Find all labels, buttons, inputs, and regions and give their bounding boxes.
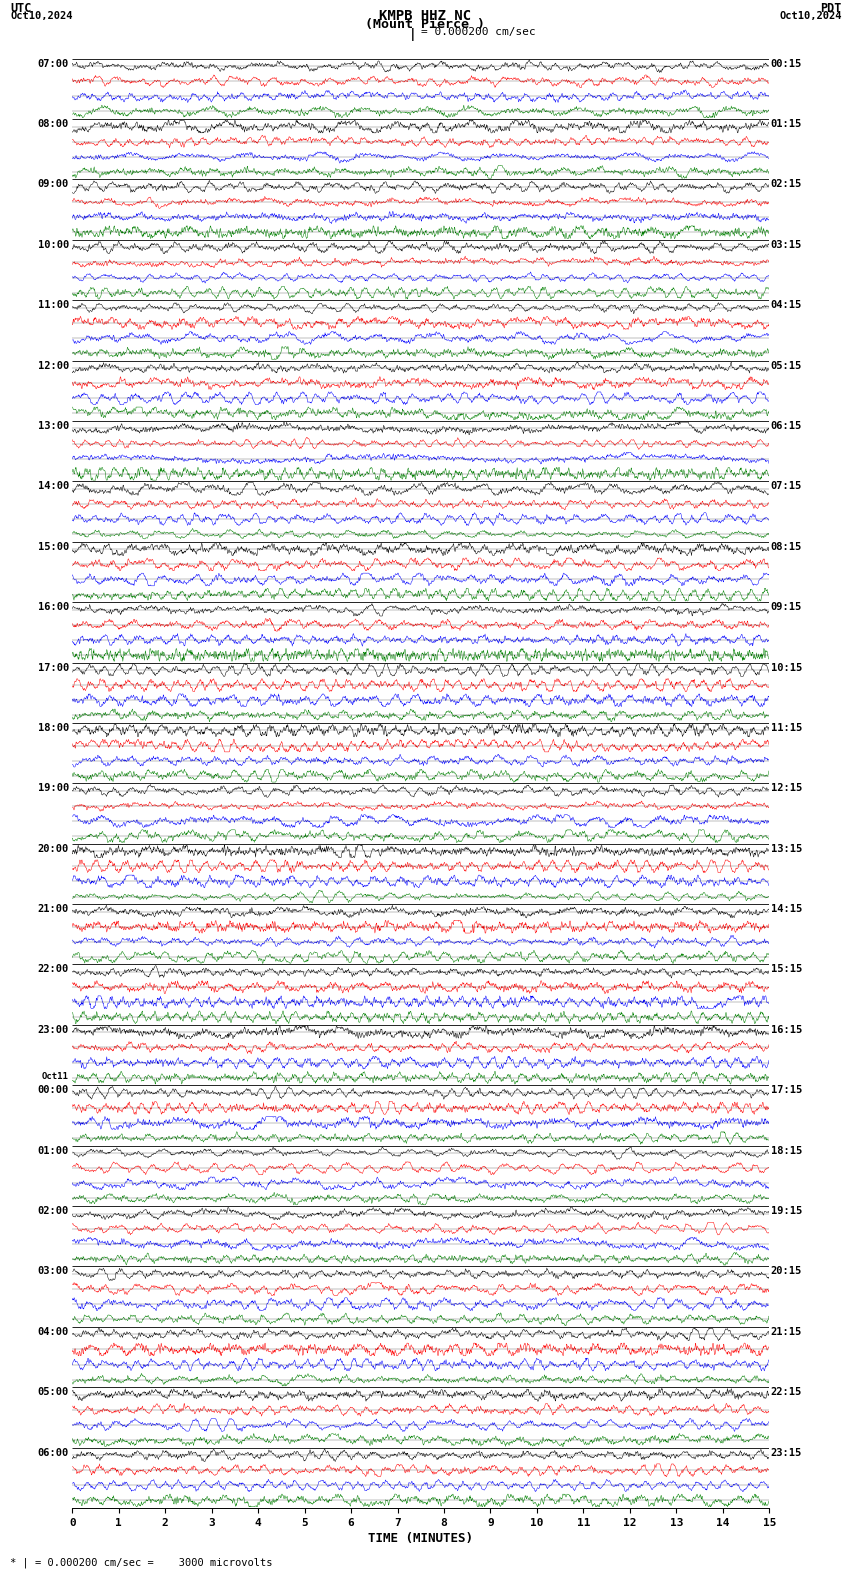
Text: Oct10,2024: Oct10,2024 <box>779 11 842 21</box>
Text: 15:00: 15:00 <box>37 542 69 551</box>
Text: UTC: UTC <box>10 2 31 16</box>
X-axis label: TIME (MINUTES): TIME (MINUTES) <box>368 1532 473 1544</box>
Text: 02:15: 02:15 <box>771 179 802 190</box>
Text: 11:15: 11:15 <box>771 722 802 733</box>
Text: 04:15: 04:15 <box>771 299 802 310</box>
Text: 05:00: 05:00 <box>37 1388 69 1397</box>
Text: 20:15: 20:15 <box>771 1267 802 1277</box>
Text: Oct10,2024: Oct10,2024 <box>10 11 73 21</box>
Text: 07:15: 07:15 <box>771 482 802 491</box>
Text: 20:00: 20:00 <box>37 844 69 854</box>
Text: 17:15: 17:15 <box>771 1085 802 1095</box>
Text: 01:00: 01:00 <box>37 1145 69 1156</box>
Text: 01:15: 01:15 <box>771 119 802 128</box>
Text: 21:00: 21:00 <box>37 904 69 914</box>
Text: 04:00: 04:00 <box>37 1327 69 1337</box>
Text: 11:00: 11:00 <box>37 299 69 310</box>
Text: 16:15: 16:15 <box>771 1025 802 1034</box>
Text: 00:00: 00:00 <box>37 1085 69 1095</box>
Text: 00:15: 00:15 <box>771 59 802 68</box>
Text: 06:00: 06:00 <box>37 1448 69 1457</box>
Text: 14:00: 14:00 <box>37 482 69 491</box>
Text: 06:15: 06:15 <box>771 421 802 431</box>
Text: 08:15: 08:15 <box>771 542 802 551</box>
Text: 19:00: 19:00 <box>37 782 69 794</box>
Text: 02:00: 02:00 <box>37 1205 69 1217</box>
Text: = 0.000200 cm/sec: = 0.000200 cm/sec <box>421 27 536 38</box>
Text: 13:00: 13:00 <box>37 421 69 431</box>
Text: 05:15: 05:15 <box>771 361 802 371</box>
Text: 22:15: 22:15 <box>771 1388 802 1397</box>
Text: 03:15: 03:15 <box>771 239 802 250</box>
Text: 08:00: 08:00 <box>37 119 69 128</box>
Text: 07:00: 07:00 <box>37 59 69 68</box>
Text: 18:15: 18:15 <box>771 1145 802 1156</box>
Text: 10:15: 10:15 <box>771 662 802 673</box>
Text: (Mount Pierce ): (Mount Pierce ) <box>365 17 485 32</box>
Text: 03:00: 03:00 <box>37 1267 69 1277</box>
Text: 23:15: 23:15 <box>771 1448 802 1457</box>
Text: 12:15: 12:15 <box>771 782 802 794</box>
Text: 10:00: 10:00 <box>37 239 69 250</box>
Text: PDT: PDT <box>820 2 842 16</box>
Text: 17:00: 17:00 <box>37 662 69 673</box>
Text: 21:15: 21:15 <box>771 1327 802 1337</box>
Text: KMPB HHZ NC: KMPB HHZ NC <box>379 8 471 22</box>
Text: 13:15: 13:15 <box>771 844 802 854</box>
Text: 09:15: 09:15 <box>771 602 802 611</box>
Text: * | = 0.000200 cm/sec =    3000 microvolts: * | = 0.000200 cm/sec = 3000 microvolts <box>10 1557 273 1568</box>
Text: 12:00: 12:00 <box>37 361 69 371</box>
Text: 22:00: 22:00 <box>37 965 69 974</box>
Text: 19:15: 19:15 <box>771 1205 802 1217</box>
Text: 16:00: 16:00 <box>37 602 69 611</box>
Text: |: | <box>409 27 416 41</box>
Text: Oct11: Oct11 <box>42 1072 69 1080</box>
Text: 18:00: 18:00 <box>37 722 69 733</box>
Text: 15:15: 15:15 <box>771 965 802 974</box>
Text: 14:15: 14:15 <box>771 904 802 914</box>
Text: 23:00: 23:00 <box>37 1025 69 1034</box>
Text: 09:00: 09:00 <box>37 179 69 190</box>
